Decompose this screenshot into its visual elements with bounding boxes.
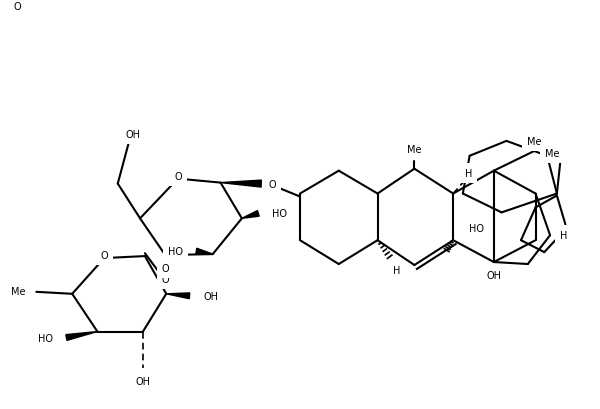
Text: HO: HO — [469, 224, 484, 234]
Polygon shape — [242, 211, 259, 219]
Text: O: O — [174, 171, 182, 181]
Text: O: O — [14, 0, 22, 11]
Text: O: O — [269, 179, 277, 189]
Text: O: O — [14, 2, 21, 12]
Polygon shape — [66, 332, 97, 341]
Text: Me: Me — [407, 144, 422, 155]
Text: H: H — [560, 231, 568, 240]
Text: Me: Me — [11, 286, 26, 296]
Text: HO: HO — [38, 334, 53, 344]
Text: OH: OH — [203, 291, 218, 301]
Text: O: O — [161, 263, 169, 273]
Text: HO: HO — [168, 247, 183, 256]
Polygon shape — [196, 249, 213, 254]
Text: H: H — [393, 265, 401, 275]
Text: O: O — [161, 274, 169, 284]
Text: OH: OH — [487, 270, 502, 280]
Polygon shape — [166, 293, 190, 299]
Text: O: O — [100, 250, 108, 261]
Text: OH: OH — [136, 376, 151, 386]
Text: H: H — [465, 168, 472, 178]
Polygon shape — [221, 181, 262, 188]
Text: OH: OH — [126, 130, 141, 139]
Text: HO: HO — [272, 209, 287, 219]
Text: Me: Me — [545, 148, 559, 158]
Text: Me: Me — [527, 137, 542, 146]
